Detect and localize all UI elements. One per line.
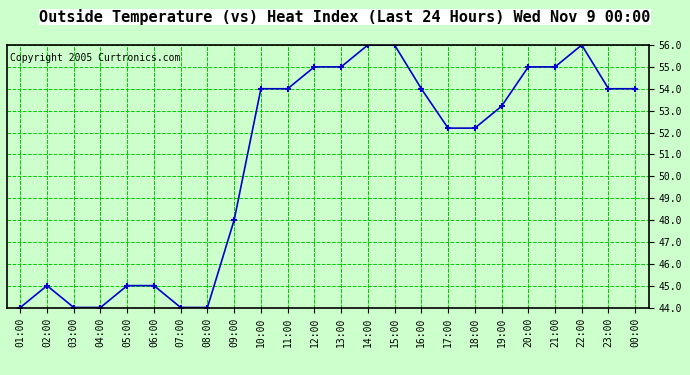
- Text: Copyright 2005 Curtronics.com: Copyright 2005 Curtronics.com: [10, 53, 181, 63]
- Text: Outside Temperature (vs) Heat Index (Last 24 Hours) Wed Nov 9 00:00: Outside Temperature (vs) Heat Index (Las…: [39, 9, 651, 25]
